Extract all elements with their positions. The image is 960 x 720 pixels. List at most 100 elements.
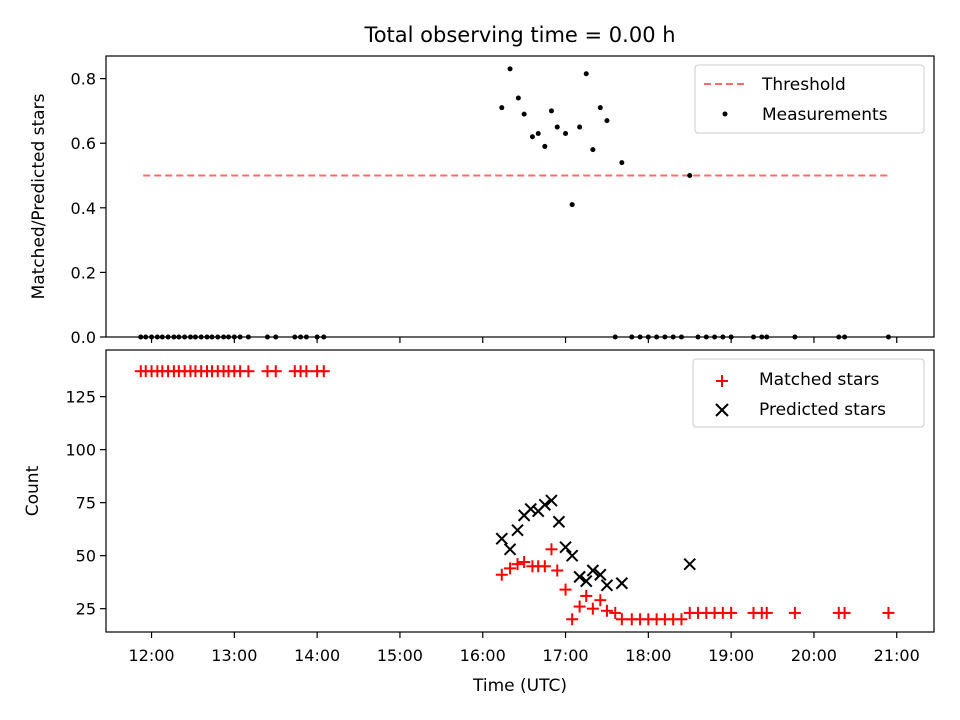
count-y-tick-label: 50	[76, 547, 96, 566]
measurement-point	[654, 334, 660, 340]
ratio-y-tick-label: 0.0	[71, 328, 96, 347]
measurement-point	[154, 334, 160, 340]
matched-star-point	[573, 600, 586, 613]
measurement-point	[619, 160, 625, 166]
count-x-ticks: 12:00 13:00 14:00 15:00 16:00 17:00 18:00 19:00…	[128, 632, 920, 665]
measurement-point	[728, 334, 734, 340]
x-tick-label: 12:00	[128, 646, 174, 665]
measurement-point	[542, 143, 548, 149]
chart-title: Total observing time = 0.00 h	[363, 23, 675, 47]
count-y-tick-label: 75	[76, 494, 96, 513]
matched-star-point	[594, 594, 607, 607]
x-tick-label: 18:00	[625, 646, 671, 665]
count-y-tick-label: 100	[65, 441, 96, 460]
predicted-star-point	[615, 577, 629, 590]
measurement-point	[720, 334, 726, 340]
measurement-point	[182, 334, 188, 340]
measurement-point	[759, 334, 765, 340]
measurement-point	[215, 334, 221, 340]
measurement-point	[529, 134, 535, 140]
measurement-point	[264, 334, 270, 340]
measurement-point	[597, 105, 603, 111]
matched-star-point	[317, 365, 330, 378]
matched-star-point	[609, 606, 622, 619]
measurement-point	[292, 334, 298, 340]
matched-star-point	[545, 543, 558, 556]
ratio-y-tick-label: 0.4	[71, 199, 96, 218]
predicted-star-point	[545, 494, 558, 507]
count-panel-frame	[105, 349, 935, 633]
measurement-point	[750, 334, 756, 340]
count-legend-box	[692, 358, 925, 428]
measurement-point	[712, 334, 718, 340]
measurement-point	[245, 334, 251, 340]
measurement-point	[187, 334, 193, 340]
count-series	[134, 365, 895, 626]
measurement-point	[165, 334, 171, 340]
measurement-point	[521, 111, 527, 117]
predicted-star-point	[573, 570, 586, 584]
measurement-point	[548, 108, 554, 114]
measurement-point	[836, 334, 842, 340]
measurement-point	[159, 334, 165, 340]
measurement-point	[792, 334, 798, 340]
count-y-tick-label: 125	[65, 388, 96, 407]
measurement-point	[577, 124, 583, 130]
legend-matched-swatch	[716, 375, 728, 387]
measurement-point	[670, 334, 676, 340]
x-tick-label: 15:00	[377, 646, 423, 665]
x-tick-label: 20:00	[791, 646, 837, 665]
predicted-star-point	[495, 532, 508, 545]
matched-star-point	[600, 604, 613, 617]
measurement-point	[138, 334, 144, 340]
measurement-point	[590, 147, 596, 153]
x-tick-label: 17:00	[542, 646, 588, 665]
measurement-point	[226, 334, 232, 340]
measurement-point	[695, 334, 701, 340]
measurement-point	[629, 334, 635, 340]
measurement-point	[298, 334, 304, 340]
measurement-point	[273, 334, 279, 340]
measurement-point	[678, 334, 684, 340]
matched-star-point	[511, 558, 524, 571]
measurement-point	[198, 334, 204, 340]
measurement-point	[703, 334, 709, 340]
measurement-point	[221, 334, 227, 340]
measurement-point	[171, 334, 177, 340]
ratio-y-axis-label: Matched/Predicted stars	[29, 93, 49, 299]
x-tick-label: 13:00	[211, 646, 257, 665]
measurement-point	[507, 66, 513, 72]
measurement-point	[176, 334, 182, 340]
measurement-point	[583, 71, 589, 77]
matched-star-point	[882, 606, 895, 619]
matched-star-point	[518, 556, 531, 569]
count-y-tick-label: 25	[76, 600, 96, 619]
ratio-y-ticks: 0.0 0.2 0.4 0.6 0.8	[71, 70, 106, 347]
matched-star-point	[675, 613, 688, 626]
measurement-point	[569, 202, 575, 208]
x-axis-label: Time (UTC)	[472, 676, 567, 696]
predicted-star-point	[565, 549, 579, 562]
measurement-point	[554, 124, 560, 130]
ratio-series	[138, 66, 891, 340]
measurement-point	[637, 334, 643, 340]
matched-star-point	[242, 365, 255, 378]
measurement-point	[885, 334, 891, 340]
ratio-y-tick-label: 0.8	[71, 70, 96, 89]
measurement-point	[535, 131, 541, 137]
predicted-star-point	[503, 543, 517, 556]
measurement-point	[687, 173, 693, 179]
ratio-legend: Threshold Measurements	[694, 64, 925, 134]
measurement-point	[231, 334, 237, 340]
measurement-point	[563, 131, 569, 137]
matched-star-point	[300, 365, 313, 378]
measurement-point	[204, 334, 210, 340]
predicted-star-point	[683, 557, 696, 571]
legend-measurements-swatch	[722, 111, 728, 117]
matched-star-point	[495, 568, 508, 581]
measurement-point	[499, 105, 505, 111]
predicted-star-point	[559, 540, 572, 554]
legend-predicted-swatch	[715, 403, 729, 417]
